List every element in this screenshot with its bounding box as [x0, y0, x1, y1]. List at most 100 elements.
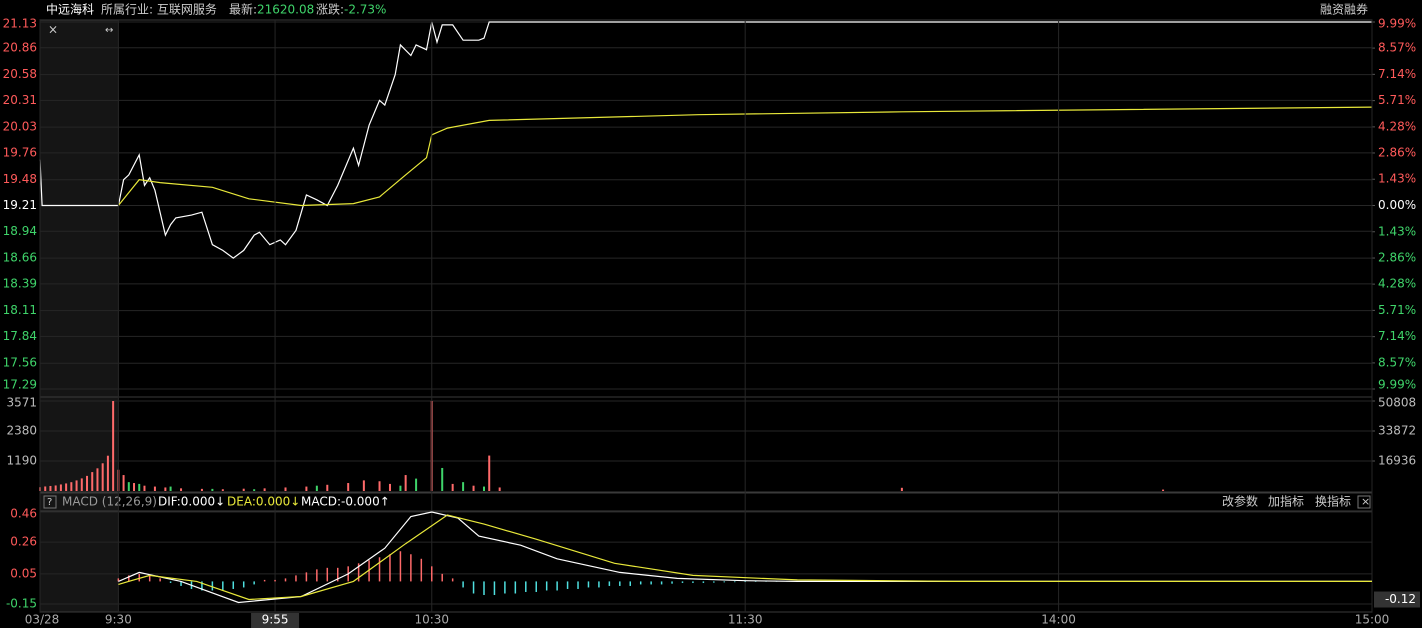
y2-tick-label: 9.99%: [1378, 17, 1416, 31]
volume-bar: [127, 482, 130, 491]
y-tick-label: 2380: [6, 424, 37, 438]
stock-name: 中远海科: [46, 2, 94, 17]
volume-bar: [900, 487, 903, 491]
cursor-y-label: -0.12: [1385, 592, 1416, 606]
y-tick-label: 19.48: [3, 172, 37, 186]
y2-tick-label: 5.71%: [1378, 93, 1416, 107]
x-tick-label: 15:00: [1355, 613, 1390, 627]
margin-link[interactable]: 融资融券: [1320, 2, 1368, 17]
change-value: -2.73%: [344, 3, 386, 17]
y-tick-label: 17.56: [3, 356, 37, 370]
expand-icon[interactable]: ↔: [105, 25, 113, 36]
volume-bar: [70, 482, 73, 491]
volume-bar: [451, 483, 454, 491]
volume-bar: [59, 484, 62, 491]
volume-bar: [65, 483, 68, 491]
x-tick-label: 14:00: [1041, 613, 1076, 627]
series-line: [39, 21, 1372, 259]
volume-bar: [112, 401, 115, 491]
volume-bar: [106, 455, 109, 491]
macd-button[interactable]: 换指标: [1315, 494, 1351, 509]
premarket-shade: [40, 20, 119, 612]
volume-bar: [49, 485, 52, 491]
volume-bar: [1162, 489, 1165, 491]
y2-tick-label: 2.86%: [1378, 145, 1416, 159]
volume-bar: [263, 488, 266, 491]
volume-bar: [488, 455, 491, 491]
volume-bar: [80, 478, 83, 491]
x-tick-label: 10:30: [414, 613, 449, 627]
close-box[interactable]: [1357, 495, 1371, 509]
y2-tick-label: 9.99%: [1378, 378, 1416, 392]
y2-tick-label: 0.00%: [1378, 198, 1416, 212]
y-tick-label: -0.15: [6, 597, 37, 611]
volume-bar: [54, 485, 57, 491]
change-label: 涨跌:: [316, 2, 344, 17]
dea-label: DEA:0.000↓: [227, 495, 300, 509]
volume-bar: [498, 487, 501, 491]
macd-button[interactable]: 改参数: [1222, 494, 1258, 509]
volume-bar: [315, 485, 318, 491]
y-tick-label: 18.94: [3, 224, 37, 238]
close-macd[interactable]: ×: [1361, 495, 1370, 508]
x-tick-label: 9:55: [262, 613, 289, 627]
volume-bar: [75, 480, 78, 491]
y-tick-label: 18.66: [3, 251, 37, 265]
y-tick-label: 21.13: [3, 17, 37, 31]
volume-bar: [404, 475, 407, 491]
industry: 所属行业: 互联网服务: [101, 2, 217, 17]
y-tick-label: 20.58: [3, 67, 37, 81]
volume-bar: [44, 486, 47, 491]
y-tick-label: 0.26: [10, 535, 37, 549]
volume-bar: [399, 485, 402, 491]
y-tick-label: 20.86: [3, 40, 37, 54]
volume-bar: [153, 486, 156, 491]
y-tick-label: 3571: [6, 396, 37, 410]
series-line: [117, 106, 1373, 207]
volume-bar: [347, 483, 350, 491]
y-tick-label: 19.21: [3, 198, 37, 212]
y-tick-label: 1190: [6, 454, 37, 468]
y2-tick-label: 8.57%: [1378, 41, 1416, 55]
y-tick-label: 20.31: [3, 93, 37, 107]
volume-bar: [133, 483, 136, 491]
cursor-x-box: [251, 613, 300, 628]
series-line: [118, 511, 1372, 604]
volume-bar: [242, 488, 245, 491]
y2-tick-label: 7.14%: [1378, 67, 1416, 81]
y2-tick-label: 5.71%: [1378, 303, 1416, 317]
volume-bar: [211, 488, 214, 491]
volume-bar: [483, 486, 485, 491]
volume-bar: [164, 487, 167, 491]
volume-bar: [122, 475, 125, 491]
volume-bar: [143, 485, 146, 491]
volume-bar: [415, 478, 418, 491]
close-icon[interactable]: ×: [48, 23, 58, 37]
macd-button[interactable]: 加指标: [1268, 494, 1304, 509]
volume-bar: [96, 468, 99, 491]
volume-bar: [200, 488, 203, 491]
y2-tick-label: 8.57%: [1378, 355, 1416, 369]
volume-bar: [284, 487, 287, 491]
help-icon[interactable]: ?: [47, 497, 52, 508]
latest-label: 最新:: [229, 2, 257, 17]
y2-tick-label: 4.28%: [1378, 277, 1416, 291]
y2-tick-label: 7.14%: [1378, 329, 1416, 343]
volume-bar: [138, 483, 141, 491]
y2-tick-label: 4.28%: [1378, 119, 1416, 133]
volume-bar: [472, 485, 475, 491]
volume-bar: [253, 489, 256, 491]
y-tick-label: 18.11: [3, 303, 37, 317]
y2-tick-label: 1.43%: [1378, 224, 1416, 238]
volume-bar: [101, 463, 104, 491]
volume-bar: [180, 488, 183, 491]
macd-label: MACD:-0.000↑: [301, 495, 390, 509]
macd-title: MACD (12,26,9): [62, 495, 157, 509]
y2-tick-label: 2.86%: [1378, 251, 1416, 265]
y2-tick-label: 16936: [1378, 454, 1416, 468]
y-tick-label: 20.03: [3, 120, 37, 134]
volume-bar: [91, 472, 94, 491]
volume-bar: [86, 475, 89, 491]
help-box[interactable]: [43, 495, 57, 509]
